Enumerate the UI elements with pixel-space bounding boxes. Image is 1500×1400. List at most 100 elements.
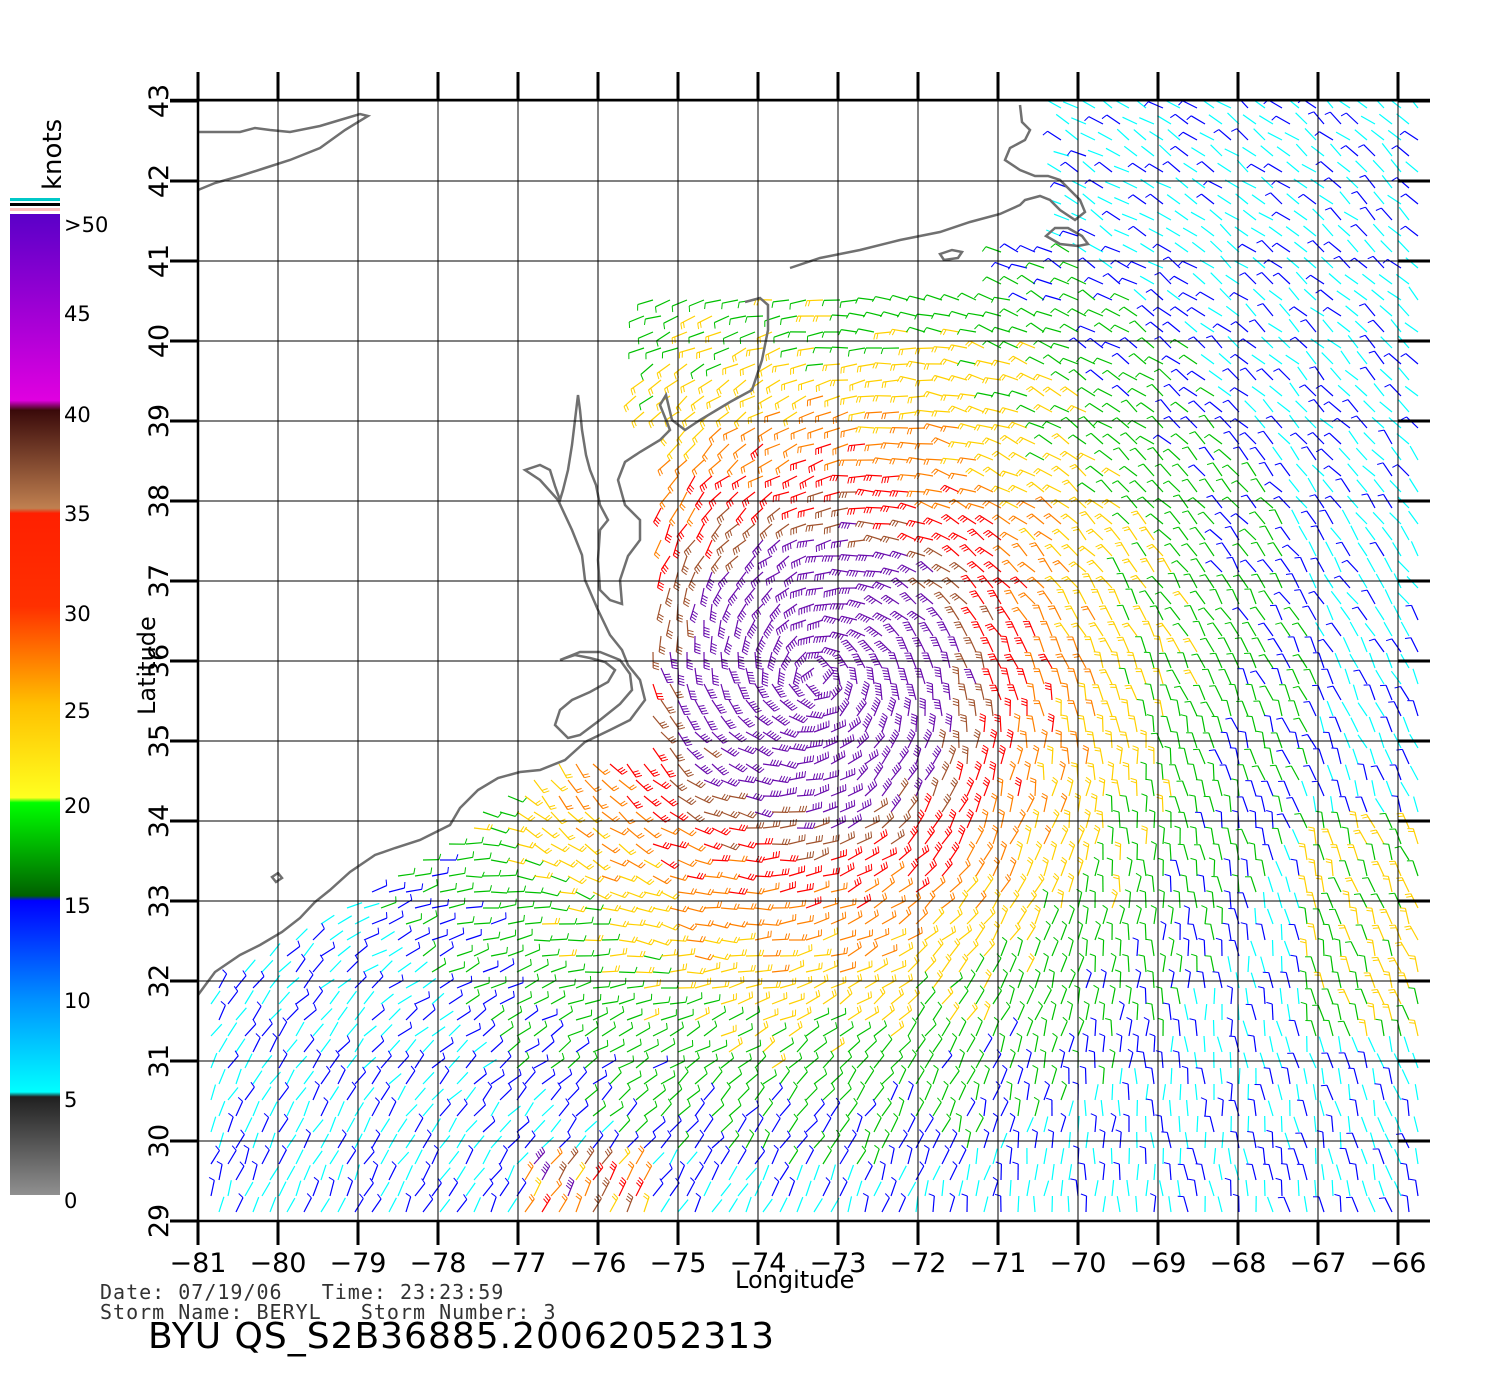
wind-barb-flag: [724, 533, 728, 540]
wind-barb-flag: [693, 725, 700, 728]
wind-barb: [1219, 288, 1232, 301]
wind-barb: [875, 296, 892, 301]
wind-barb-flag: [1212, 323, 1218, 329]
wind-barb: [1098, 161, 1113, 173]
wind-barb-flag: [957, 393, 961, 400]
wind-barb-flag: [749, 561, 755, 568]
wind-barb-flag: [777, 595, 781, 602]
wind-barb-flag: [919, 596, 926, 601]
wind-barb: [1122, 605, 1130, 621]
wind-barb-flag: [989, 734, 996, 739]
wind-barb-flag: [891, 551, 896, 558]
wind-barb-flag: [1301, 734, 1308, 737]
wind-barb-flag: [844, 587, 848, 595]
wind-barb-flag: [983, 529, 989, 535]
wind-barb: [1065, 416, 1079, 429]
wind-barb-flag: [878, 761, 884, 768]
wind-barb-flag: [782, 483, 785, 490]
wind-barb-flag: [1143, 101, 1149, 107]
wind-barb-flag: [749, 723, 756, 728]
wind-barb: [1255, 478, 1266, 493]
wind-barb-flag: [1257, 622, 1264, 626]
wind-barb-flag: [863, 474, 867, 481]
wind-barb: [1347, 335, 1359, 349]
wind-barb-flag: [1181, 446, 1188, 450]
wind-barb-flag: [942, 426, 947, 433]
wind-barb-flag: [960, 798, 966, 804]
wind-barb-flag: [715, 704, 723, 707]
wind-barb-flag: [1249, 511, 1255, 515]
wind-barb-flag: [999, 243, 1005, 249]
wind-barb-flag: [763, 633, 769, 639]
wind-barb-flag: [867, 675, 874, 678]
wind-barb-flag: [600, 803, 607, 807]
wind-barb: [1278, 336, 1291, 349]
wind-barb-flag: [862, 723, 868, 729]
wind-barb-flag: [1271, 211, 1277, 217]
wind-barb-flag: [894, 581, 901, 586]
wind-barb-flag: [1021, 700, 1028, 704]
wind-barb-flag: [1369, 541, 1376, 545]
wind-barb-flag: [720, 711, 727, 714]
wind-barb-flag: [1293, 717, 1300, 720]
wind-barb-flag: [1145, 321, 1151, 326]
wind-barb-flag: [737, 302, 740, 309]
wind-barb-flag: [1010, 516, 1017, 522]
wind-barb-flag: [809, 725, 813, 732]
wind-barb: [1176, 560, 1189, 573]
wind-barb-flag: [890, 364, 893, 371]
wind-barb-flag: [844, 689, 851, 694]
wind-barb: [1413, 796, 1419, 813]
wind-barb: [1168, 415, 1181, 429]
wind-barb-flag: [936, 566, 942, 572]
wind-barb-flag: [832, 672, 839, 675]
wind-barb-flag: [1051, 528, 1058, 533]
wind-barb: [1315, 557, 1325, 573]
wind-barb-flag: [700, 783, 706, 789]
wind-barb-flag: [721, 661, 728, 665]
wind-barb-flag: [864, 718, 870, 724]
wind-barb: [739, 331, 756, 339]
wind-barb-flag: [1184, 672, 1191, 675]
wind-barb-flag: [934, 669, 941, 672]
wind-barb: [1330, 527, 1342, 541]
wind-barb-flag: [1130, 780, 1137, 784]
wind-barb: [1285, 354, 1300, 365]
wind-barb-flag: [703, 795, 709, 801]
wind-barb-flag: [689, 830, 695, 835]
wind-barb-flag: [1072, 624, 1079, 628]
wind-barb-flag: [1132, 605, 1139, 608]
wind-barb: [1167, 321, 1181, 333]
wind-barb-flag: [890, 685, 897, 688]
wind-barb-flag: [1375, 207, 1382, 211]
wind-barb-flag: [1025, 626, 1032, 628]
wind-barb-flag: [714, 751, 720, 757]
wind-barb: [1328, 465, 1342, 477]
wind-barb-flag: [595, 788, 602, 792]
wind-barb: [1340, 606, 1351, 621]
wind-barb-flag: [855, 426, 859, 433]
wind-barb-flag: [1020, 594, 1026, 598]
wind-barb: [1340, 350, 1351, 365]
wind-barb: [1123, 306, 1138, 317]
wind-barb-flag: [1302, 605, 1309, 608]
wind-barb-flag: [901, 349, 904, 356]
wind-barb-flag: [1241, 462, 1248, 465]
wind-barb-flag: [1174, 593, 1181, 596]
wind-barb: [1212, 763, 1215, 781]
wind-barb-flag: [752, 452, 756, 459]
wind-barb: [723, 331, 739, 340]
wind-barb: [1390, 159, 1402, 173]
wind-barb-flag: [1061, 685, 1068, 688]
wind-barb-flag: [859, 737, 863, 744]
wind-barb-flag: [868, 753, 872, 760]
colorbar-tick-label: 20: [64, 794, 91, 818]
wind-barb-flag: [1267, 638, 1274, 641]
wind-barb-flag: [857, 704, 862, 711]
wind-barb-flag: [658, 651, 665, 655]
wind-barb-flag: [960, 716, 967, 720]
wind-barb-flag: [1292, 654, 1299, 657]
wind-barb-flag: [798, 315, 802, 322]
wind-barb-flag: [666, 784, 672, 790]
wind-barb: [1158, 368, 1172, 381]
